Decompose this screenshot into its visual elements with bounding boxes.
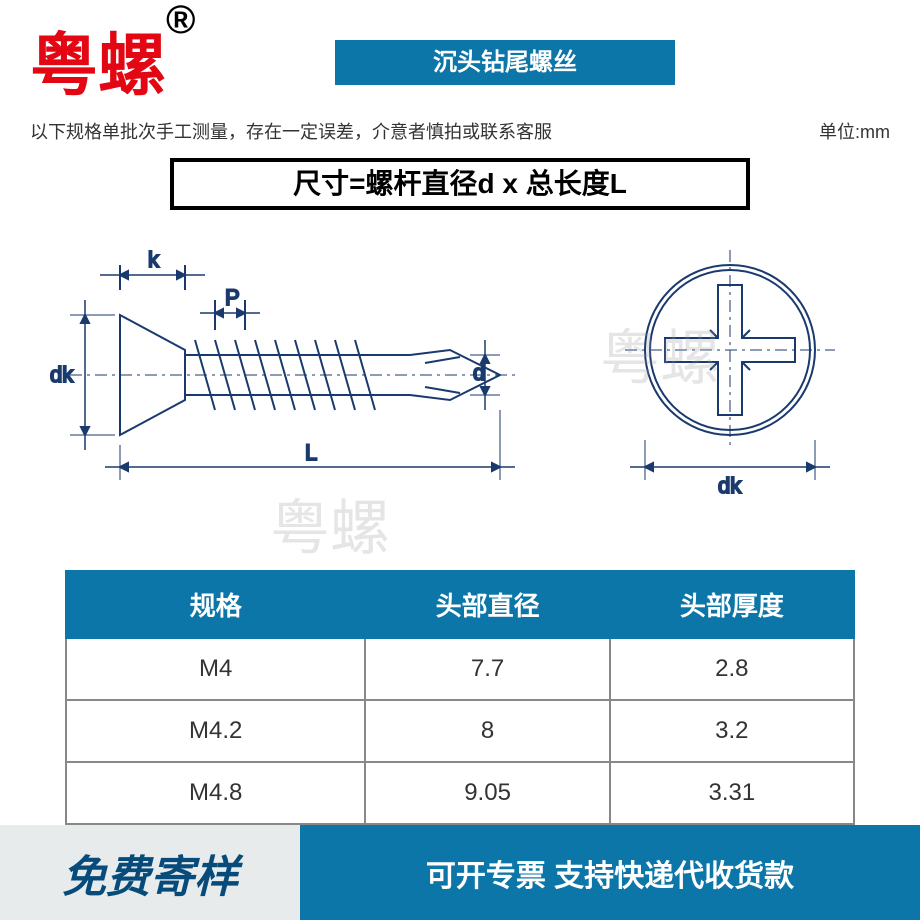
table-header-row: 规格 头部直径 头部厚度	[66, 571, 854, 638]
brand-logo: 粤螺®	[30, 10, 196, 109]
cell: M4	[66, 638, 365, 700]
dim-P: P	[225, 285, 240, 310]
footer-services: 可开专票 支持快递代收货款	[300, 825, 920, 920]
cell: 3.31	[610, 762, 854, 824]
technical-diagram: k P	[30, 235, 890, 505]
measurement-note: 以下规格单批次手工测量，存在一定误差，介意者慎拍或联系客服	[30, 118, 552, 144]
note-line: 以下规格单批次手工测量，存在一定误差，介意者慎拍或联系客服 单位:mm	[30, 118, 890, 144]
footer: 免费寄样 可开专票 支持快递代收货款	[0, 825, 920, 920]
table-row: M4.2 8 3.2	[66, 700, 854, 762]
col-spec: 规格	[66, 571, 365, 638]
logo-text: 粤螺	[30, 28, 166, 104]
dim-L: L	[305, 440, 317, 465]
col-head-dia: 头部直径	[365, 571, 609, 638]
cell: M4.8	[66, 762, 365, 824]
cell: 3.2	[610, 700, 854, 762]
cell: M4.2	[66, 700, 365, 762]
dim-d: d	[473, 360, 485, 385]
cell: 2.8	[610, 638, 854, 700]
formula-box: 尺寸=螺杆直径d x 总长度L	[170, 158, 750, 210]
col-head-thick: 头部厚度	[610, 571, 854, 638]
footer-free-sample: 免费寄样	[0, 825, 300, 920]
cell: 9.05	[365, 762, 609, 824]
dim-k: k	[148, 247, 160, 272]
spec-table: 规格 头部直径 头部厚度 M4 7.7 2.8 M4.2 8 3.2 M4.8 …	[65, 570, 855, 825]
table-row: M4.8 9.05 3.31	[66, 762, 854, 824]
title-bar: 沉头钻尾螺丝	[335, 40, 675, 85]
table-row: M4 7.7 2.8	[66, 638, 854, 700]
cell: 8	[365, 700, 609, 762]
unit-label: 单位:mm	[819, 118, 890, 144]
registered-symbol: ®	[166, 0, 195, 42]
cell: 7.7	[365, 638, 609, 700]
dim-dk2: dk	[718, 473, 742, 498]
